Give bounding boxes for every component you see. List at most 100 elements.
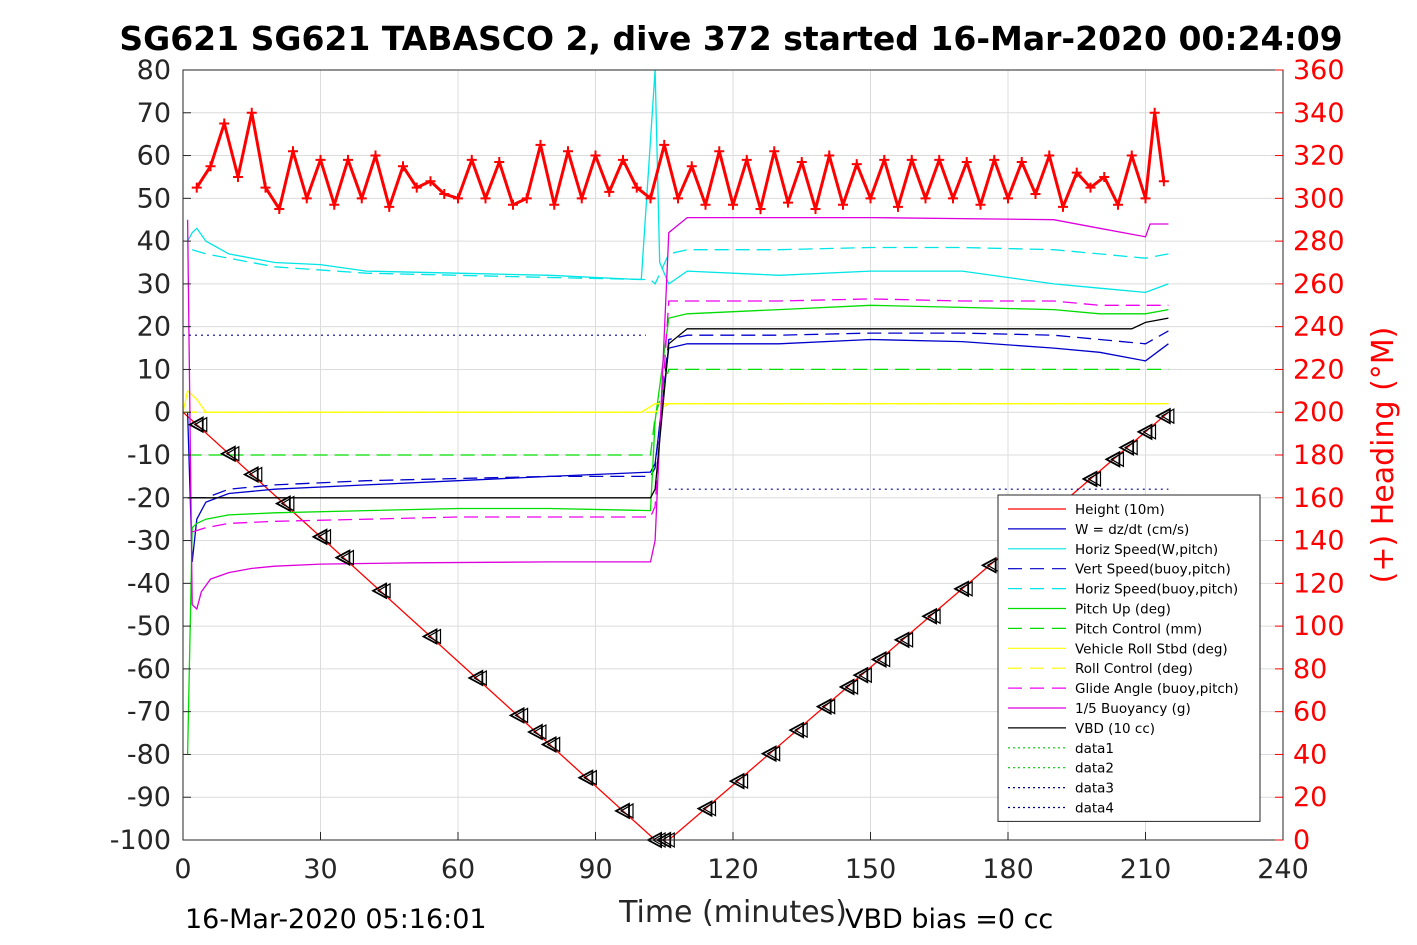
heading-point bbox=[934, 154, 945, 165]
chart-title: SG621 SG621 TABASCO 2, dive 372 started … bbox=[119, 19, 1342, 58]
series-line-10 bbox=[186, 216, 1169, 611]
profile-marker bbox=[980, 556, 997, 574]
heading-point bbox=[783, 197, 793, 208]
heading-point bbox=[356, 193, 367, 204]
heading-point bbox=[1071, 167, 1082, 178]
profile-marker-echo bbox=[280, 495, 295, 512]
profile-marker bbox=[371, 582, 387, 600]
profile-marker-echo bbox=[844, 678, 859, 695]
profile-marker-echo bbox=[766, 745, 781, 762]
legend-label: data2 bbox=[1075, 761, 1114, 777]
y-tick-label: 80 bbox=[137, 55, 171, 86]
profile-marker bbox=[540, 735, 557, 753]
y2-tick-label: 280 bbox=[1293, 226, 1345, 257]
profile-marker-echo bbox=[427, 628, 442, 645]
profile-marker-echo bbox=[1123, 439, 1138, 456]
y-axis-right: 3603403203002802602402202001801601401201… bbox=[1275, 55, 1345, 856]
heading-point bbox=[315, 154, 326, 165]
profile-marker-echo bbox=[248, 466, 263, 483]
y2-tick-label: 200 bbox=[1293, 397, 1345, 428]
x-axis: 0 30 60 90 120 150 180 210 240 bbox=[174, 832, 1309, 885]
x-tick-label: 120 bbox=[707, 854, 759, 885]
profile-marker-echo bbox=[317, 528, 332, 545]
heading-point bbox=[645, 193, 656, 204]
profile-marker-echo bbox=[514, 707, 529, 724]
x-tick-label: 90 bbox=[578, 854, 612, 885]
profile-marker bbox=[852, 666, 869, 684]
footer-timestamp: 16-Mar-2020 05:16:01 bbox=[185, 904, 487, 935]
profile-marker-echo bbox=[926, 608, 941, 625]
series-line-3 bbox=[192, 330, 1169, 499]
profile-marker-echo bbox=[1160, 408, 1175, 425]
profile-marker-echo bbox=[193, 416, 208, 433]
y2-tick-label: 180 bbox=[1293, 440, 1345, 471]
x-tick-label: 180 bbox=[982, 854, 1034, 885]
heading-point bbox=[879, 154, 890, 165]
x-tick-label: 150 bbox=[845, 854, 897, 885]
legend-box bbox=[997, 494, 1261, 822]
heading-point bbox=[439, 189, 450, 200]
series-line-4 bbox=[192, 246, 1169, 285]
profile-marker bbox=[242, 466, 259, 484]
legend-label: data3 bbox=[1075, 781, 1114, 797]
y2-tick-label: 360 bbox=[1293, 55, 1345, 86]
legend-label: Glide Angle (buoy,pitch) bbox=[1075, 681, 1239, 697]
legend-label: data1 bbox=[1075, 741, 1114, 757]
profile-marker bbox=[760, 745, 777, 763]
heading-point bbox=[343, 154, 353, 165]
profile-marker-echo bbox=[734, 773, 749, 790]
profile-marker bbox=[508, 706, 525, 724]
x-tick-label: 0 bbox=[174, 854, 191, 885]
profile-marker bbox=[614, 802, 630, 820]
heading-point bbox=[1113, 199, 1123, 210]
y2-tick-label: 100 bbox=[1293, 611, 1345, 642]
heading-point bbox=[274, 204, 285, 215]
y2-tick-label: 220 bbox=[1293, 354, 1345, 385]
heading-point bbox=[961, 156, 972, 167]
profile-marker-echo bbox=[340, 549, 355, 566]
profile-marker bbox=[1118, 439, 1135, 457]
y-tick-label: 0 bbox=[154, 397, 171, 428]
profile-marker-echo bbox=[546, 736, 561, 753]
profile-marker bbox=[893, 631, 910, 649]
profile-marker bbox=[527, 723, 543, 741]
profile-marker bbox=[728, 772, 745, 790]
heading-point bbox=[246, 107, 257, 118]
x-tick-label: 60 bbox=[441, 854, 475, 885]
profile-marker-echo bbox=[619, 802, 634, 819]
y-tick-label: -60 bbox=[127, 654, 171, 685]
heading-point bbox=[233, 171, 243, 182]
legend: Height (10m) W = dz/dt (cm/s) Horiz Speed(… bbox=[997, 494, 1261, 822]
footer-vbd-bias: VBD bias =0 cc bbox=[845, 904, 1053, 935]
profile-marker-echo bbox=[858, 667, 872, 684]
x-tick-label: 240 bbox=[1257, 854, 1309, 885]
legend-label: VBD (10 cc) bbox=[1075, 721, 1155, 737]
y2-tick-label: 120 bbox=[1293, 568, 1345, 599]
heading-point bbox=[425, 176, 436, 187]
profile-marker-echo bbox=[376, 582, 391, 599]
heading-point bbox=[219, 118, 230, 129]
heading-point bbox=[1044, 150, 1055, 161]
heading-point bbox=[618, 154, 628, 165]
legend-label: Horiz Speed(W,pitch) bbox=[1075, 542, 1218, 558]
profile-marker bbox=[1104, 450, 1121, 468]
profile-marker bbox=[421, 627, 438, 646]
y-tick-label: -90 bbox=[127, 782, 171, 813]
profile-marker bbox=[187, 416, 204, 434]
profile-marker bbox=[219, 445, 236, 463]
heading-point bbox=[824, 150, 835, 161]
legend-label: Horiz Speed(buoy,pitch) bbox=[1075, 582, 1238, 598]
legend-label: Pitch Up (deg) bbox=[1075, 602, 1171, 618]
series-line-7 bbox=[182, 389, 1169, 413]
heading-point bbox=[260, 182, 271, 193]
profile-marker bbox=[953, 580, 970, 598]
profile-marker bbox=[788, 721, 805, 739]
heading-point bbox=[494, 156, 505, 167]
series-line-6 bbox=[187, 368, 1169, 456]
heading-point bbox=[989, 154, 1000, 165]
legend-label: Height (10m) bbox=[1075, 502, 1165, 518]
heading-point bbox=[1085, 182, 1096, 193]
y-tick-label: 20 bbox=[137, 312, 171, 343]
y2-tick-label: 140 bbox=[1293, 526, 1345, 557]
